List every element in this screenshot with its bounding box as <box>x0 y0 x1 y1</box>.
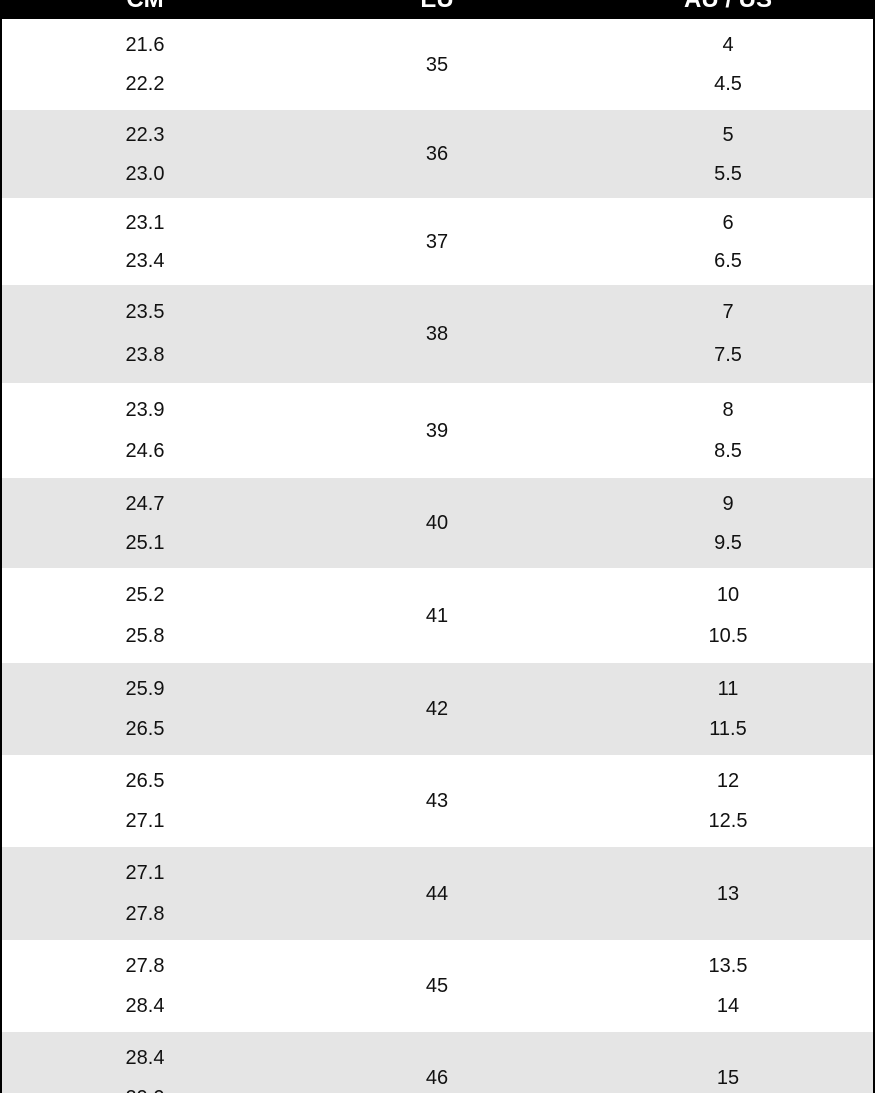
us-value: 8.5 <box>714 439 742 462</box>
us-value: 8 <box>722 398 734 421</box>
us-value: 4.5 <box>714 73 742 96</box>
table-row: 27.8 28.4 45 13.5 14 <box>0 940 875 1032</box>
cm-value: 28.4 <box>125 995 165 1017</box>
cm-value: 27.1 <box>125 862 165 885</box>
us-value: 12.5 <box>708 810 748 832</box>
us-value: 6.5 <box>714 250 742 272</box>
cm-value: 22.2 <box>125 73 165 96</box>
header-cell: AU / US <box>628 0 828 14</box>
table-row: 26.5 27.1 43 12 12.5 <box>0 755 875 847</box>
eu-value: 42 <box>425 698 449 720</box>
us-value: 15 <box>716 1067 740 1089</box>
cm-value: 23.8 <box>125 343 165 366</box>
us-value: 6 <box>722 212 734 234</box>
us-value: 12 <box>716 770 740 792</box>
eu-value: 41 <box>425 604 449 627</box>
header-cell: EU <box>337 0 537 14</box>
eu-value: 46 <box>425 1067 449 1089</box>
eu-value: 40 <box>425 512 449 534</box>
cm-value: 23.4 <box>125 250 165 272</box>
us-value: 11.5 <box>709 718 747 740</box>
table-row: 25.9 26.5 42 11 11.5 <box>0 663 875 755</box>
table-row: 25.2 25.8 41 10 10.5 <box>0 568 875 663</box>
eu-value: 39 <box>425 419 449 442</box>
us-value: 5.5 <box>714 162 742 185</box>
us-value: 7.5 <box>714 343 742 366</box>
eu-value: 38 <box>425 323 449 345</box>
table-row: 28.4 29.0 46 15 <box>0 1032 875 1093</box>
header-cell: CM <box>45 0 245 14</box>
eu-value: 36 <box>425 143 449 165</box>
cm-value: 23.9 <box>125 398 165 421</box>
cm-value: 25.9 <box>125 678 165 700</box>
us-value: 13.5 <box>708 955 748 977</box>
us-value: 11 <box>717 678 739 700</box>
cm-value: 25.8 <box>125 624 165 647</box>
cm-value: 25.2 <box>125 583 165 606</box>
cm-value: 26.5 <box>125 770 165 792</box>
us-value: 10.5 <box>708 624 748 647</box>
cm-value: 23.5 <box>125 301 165 324</box>
cm-value: 22.3 <box>125 124 165 147</box>
table-header: CM EU AU / US <box>0 0 875 19</box>
eu-value: 37 <box>425 230 449 253</box>
cm-value: 21.6 <box>125 33 165 56</box>
cm-value: 26.5 <box>125 718 165 740</box>
cm-value: 23.0 <box>125 162 165 185</box>
us-value: 13 <box>716 882 740 905</box>
eu-value: 43 <box>425 790 449 812</box>
us-value: 10 <box>716 583 740 606</box>
table-row: 23.9 24.6 39 8 8.5 <box>0 383 875 478</box>
table-row: 27.1 27.8 44 13 <box>0 847 875 940</box>
cm-value: 27.8 <box>125 955 165 977</box>
us-value: 9.5 <box>714 531 742 554</box>
cm-value: 28.4 <box>125 1047 165 1069</box>
table-row: 21.6 22.2 35 4 4.5 <box>0 19 875 110</box>
table-row: 22.3 23.0 36 5 5.5 <box>0 110 875 198</box>
us-value: 9 <box>722 492 734 515</box>
us-value: 5 <box>722 124 734 147</box>
table-border <box>0 0 2 1093</box>
cm-value: 27.8 <box>125 902 165 925</box>
table-border <box>873 0 875 1093</box>
cm-value: 24.7 <box>125 492 165 515</box>
us-value: 7 <box>722 301 734 324</box>
us-value: 4 <box>722 33 734 56</box>
cm-value: 25.1 <box>125 531 165 554</box>
us-value: 14 <box>716 995 740 1017</box>
cm-value: 24.6 <box>125 439 165 462</box>
eu-value: 44 <box>425 882 449 905</box>
table-row: 23.1 23.4 37 6 6.5 <box>0 198 875 285</box>
table-row: 24.7 25.1 40 9 9.5 <box>0 478 875 568</box>
cm-value: 27.1 <box>125 810 165 832</box>
eu-value: 35 <box>425 53 449 76</box>
cm-value: 23.1 <box>125 212 165 234</box>
eu-value: 45 <box>425 975 449 997</box>
table-row: 23.5 23.8 38 7 7.5 <box>0 285 875 383</box>
cm-value: 29.0 <box>45 1086 245 1093</box>
